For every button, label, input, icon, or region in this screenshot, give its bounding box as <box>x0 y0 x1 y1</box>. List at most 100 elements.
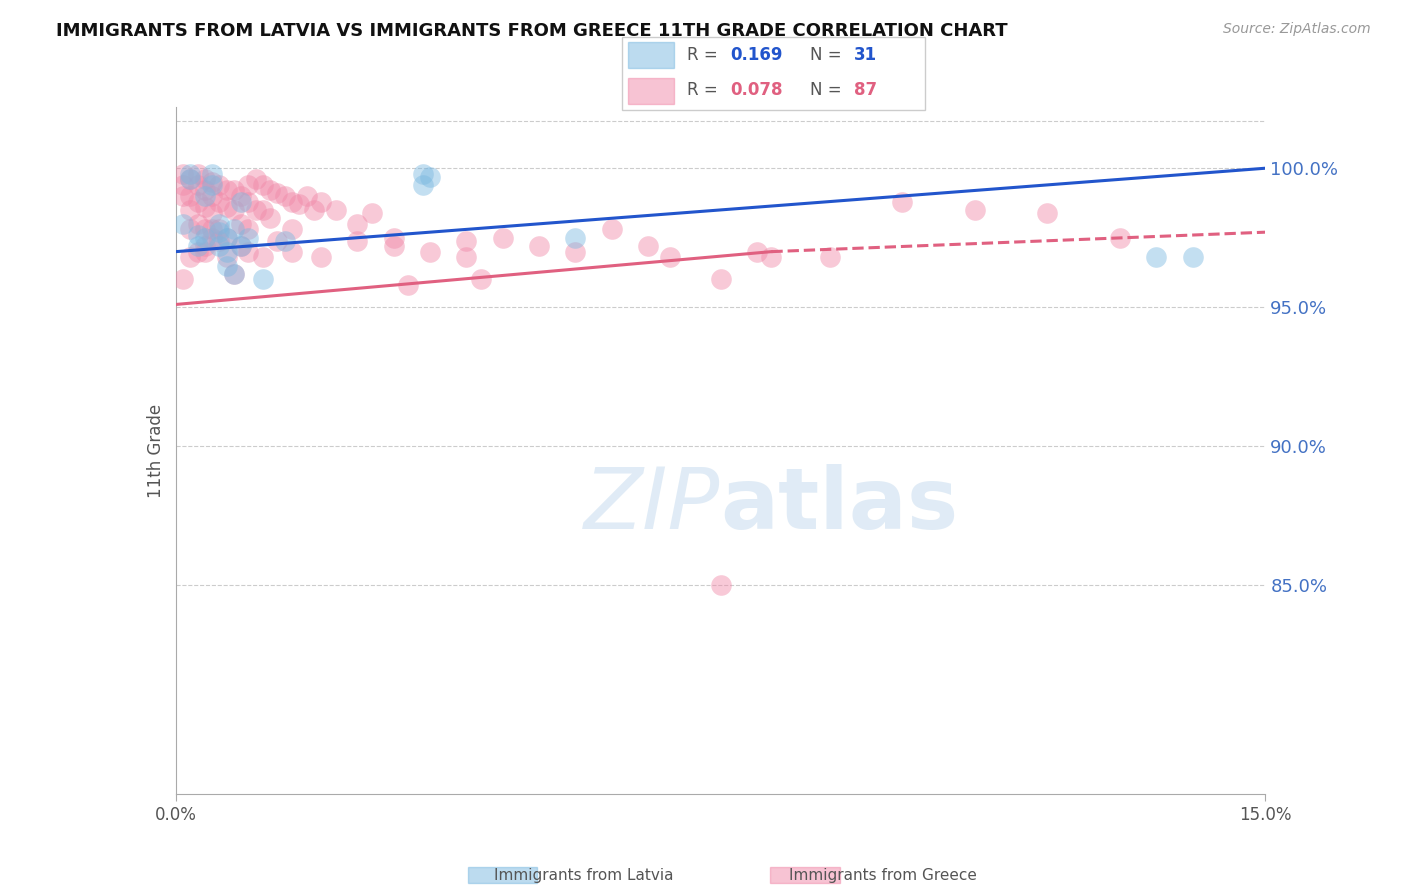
Point <box>201 167 224 181</box>
Point <box>238 178 260 192</box>
Text: Immigrants from Greece: Immigrants from Greece <box>789 869 977 883</box>
Text: 87: 87 <box>853 81 877 99</box>
Point <box>222 184 245 198</box>
Text: 0.078: 0.078 <box>730 81 783 99</box>
Point <box>963 202 986 217</box>
Point <box>245 172 267 186</box>
Point <box>1036 205 1059 219</box>
Point <box>201 178 224 192</box>
Point <box>172 167 194 181</box>
Point <box>1181 250 1204 264</box>
Point <box>201 175 224 189</box>
Point <box>1146 250 1168 264</box>
Point <box>302 202 325 217</box>
Point <box>194 172 217 186</box>
Point <box>238 231 260 245</box>
Text: atlas: atlas <box>721 464 959 547</box>
Point <box>208 217 231 231</box>
Point <box>360 205 382 219</box>
Point <box>208 239 231 253</box>
Point <box>309 250 332 264</box>
Point <box>658 250 681 264</box>
Point <box>222 267 245 281</box>
Point <box>215 231 238 245</box>
Point <box>492 231 515 245</box>
Point <box>252 178 274 192</box>
Point <box>172 189 194 203</box>
Point <box>259 184 281 198</box>
Point <box>186 194 209 209</box>
Text: Source: ZipAtlas.com: Source: ZipAtlas.com <box>1223 22 1371 37</box>
Point <box>186 167 209 181</box>
Point <box>710 272 733 286</box>
Point <box>456 250 478 264</box>
Point <box>259 211 281 226</box>
Point <box>231 239 253 253</box>
Point <box>179 202 201 217</box>
Point <box>818 250 841 264</box>
Point <box>295 189 318 203</box>
Point <box>186 227 209 242</box>
Point <box>215 244 238 259</box>
Point <box>419 244 441 259</box>
Point <box>238 194 260 209</box>
Point <box>274 234 297 248</box>
Point <box>1109 231 1132 245</box>
Point <box>288 197 311 211</box>
Point <box>208 234 231 248</box>
Point <box>215 231 238 245</box>
Point <box>194 189 217 203</box>
Point <box>745 244 768 259</box>
Point <box>172 217 194 231</box>
Point <box>179 167 201 181</box>
Point <box>382 239 405 253</box>
Text: R =: R = <box>686 45 723 63</box>
Point <box>252 250 274 264</box>
Point <box>419 169 441 184</box>
Point <box>208 194 231 209</box>
Point <box>281 194 304 209</box>
Point <box>266 234 288 248</box>
Point <box>186 178 209 192</box>
Point <box>186 217 209 231</box>
Point <box>201 205 224 219</box>
Point <box>186 244 209 259</box>
Point <box>456 234 478 248</box>
Point <box>637 239 659 253</box>
Point <box>201 222 224 236</box>
FancyBboxPatch shape <box>770 867 839 883</box>
Point <box>186 239 209 253</box>
Text: ZIP: ZIP <box>585 464 721 547</box>
Text: N =: N = <box>810 81 848 99</box>
Point <box>412 167 434 181</box>
Point <box>222 222 245 236</box>
FancyBboxPatch shape <box>621 37 925 110</box>
Point <box>281 222 304 236</box>
Point <box>194 244 217 259</box>
Point <box>274 189 297 203</box>
Point <box>194 184 217 198</box>
Point <box>600 222 623 236</box>
Text: IMMIGRANTS FROM LATVIA VS IMMIGRANTS FROM GREECE 11TH GRADE CORRELATION CHART: IMMIGRANTS FROM LATVIA VS IMMIGRANTS FRO… <box>56 22 1008 40</box>
Point <box>470 272 492 286</box>
Point <box>208 225 231 239</box>
Text: R =: R = <box>686 81 723 99</box>
Point <box>266 186 288 201</box>
Point <box>194 200 217 214</box>
Text: 31: 31 <box>853 45 877 63</box>
Point <box>412 178 434 192</box>
Point <box>238 244 260 259</box>
Text: N =: N = <box>810 45 848 63</box>
Point <box>179 250 201 264</box>
Point <box>208 222 231 236</box>
FancyBboxPatch shape <box>468 867 537 883</box>
Point <box>710 578 733 592</box>
Point <box>208 178 231 192</box>
FancyBboxPatch shape <box>628 78 675 104</box>
Point <box>527 239 550 253</box>
Point <box>564 244 586 259</box>
Point <box>179 172 201 186</box>
Text: Immigrants from Latvia: Immigrants from Latvia <box>494 869 673 883</box>
Point <box>201 231 224 245</box>
Point <box>325 202 347 217</box>
